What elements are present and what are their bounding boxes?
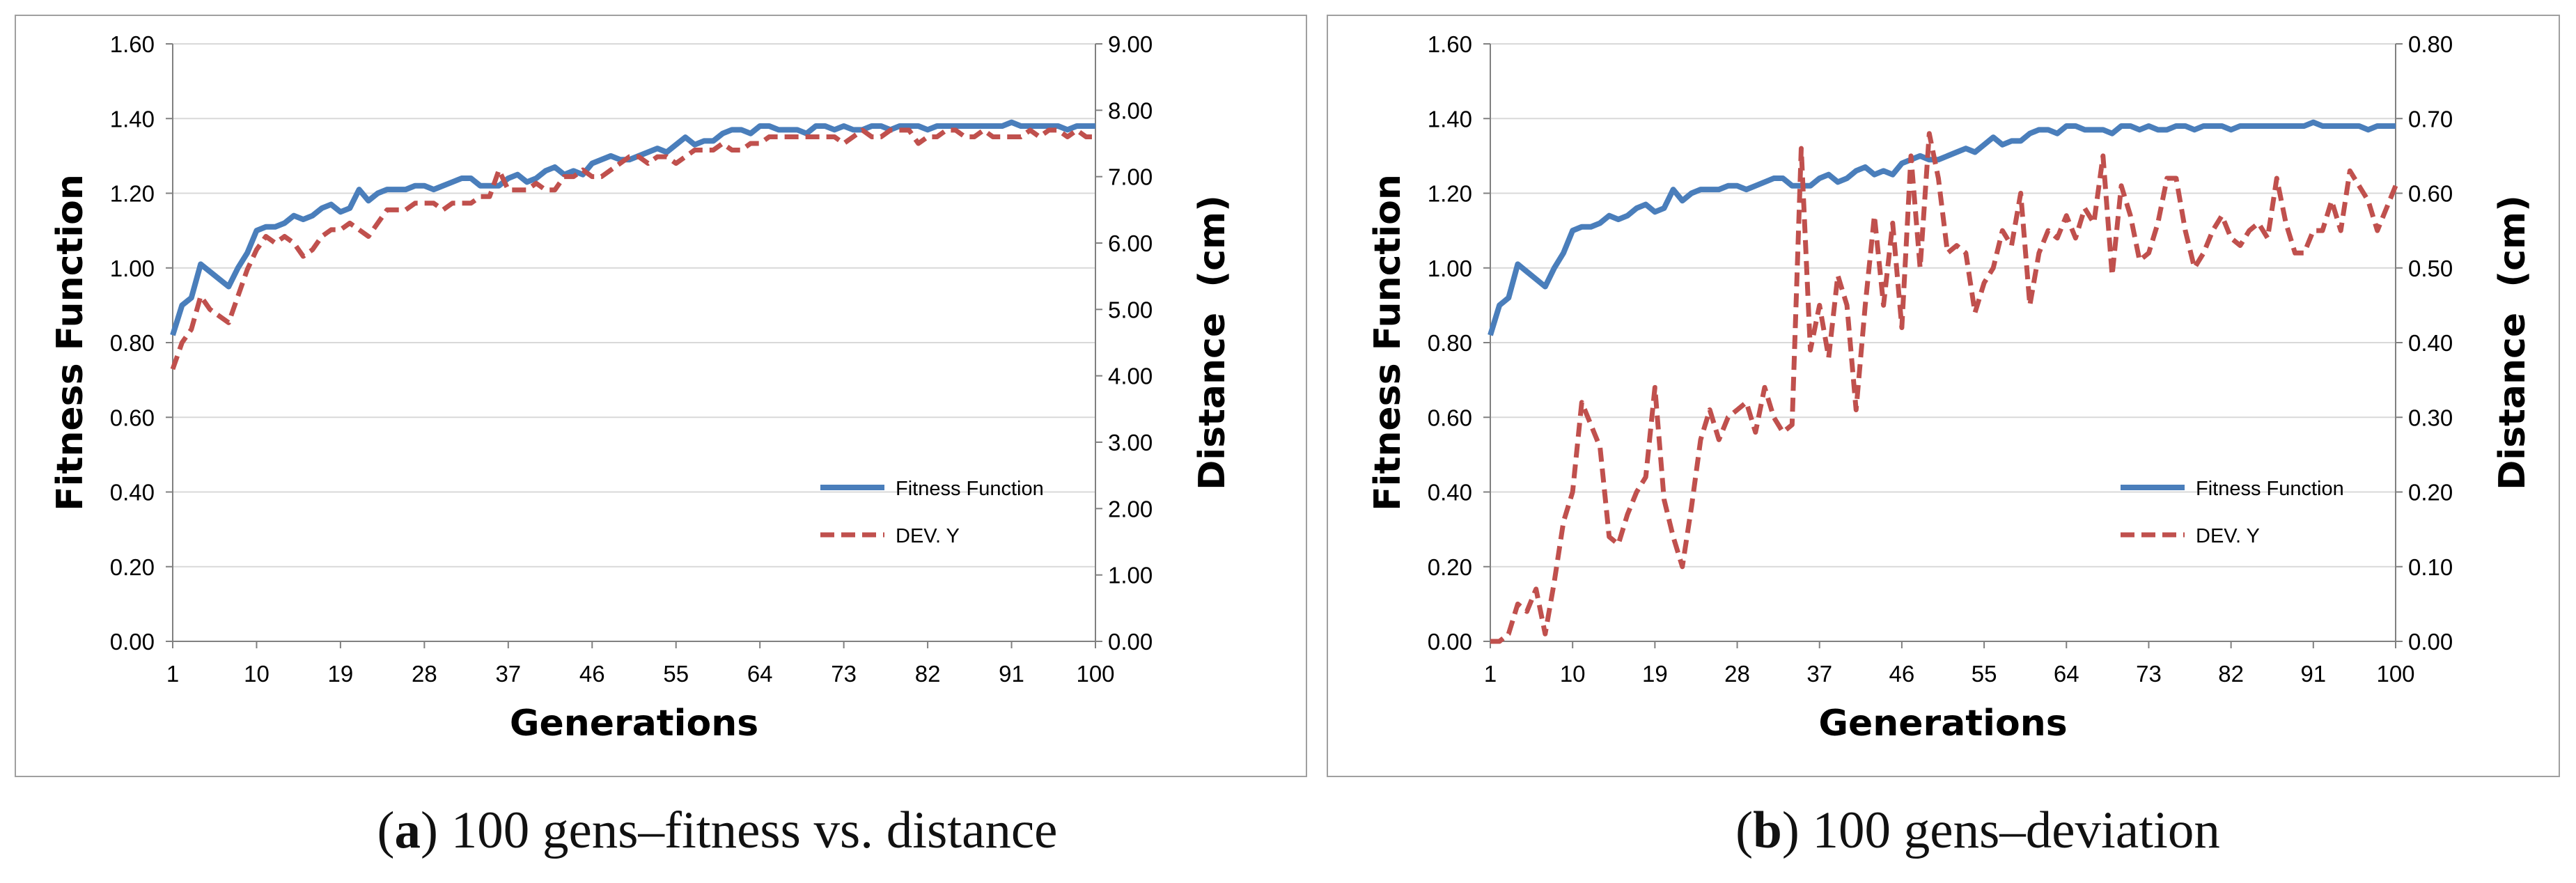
y-axis-label: Fitness Function	[49, 174, 91, 511]
x-tick-label: 37	[495, 661, 521, 687]
y-tick-label: 0.00	[110, 629, 155, 655]
x-tick-label: 82	[2218, 661, 2244, 687]
x-tick-label: 37	[1806, 661, 1832, 687]
x-tick-label: 46	[1889, 661, 1915, 687]
y2-tick-label: 1.00	[1108, 563, 1153, 588]
y-tick-label: 0.20	[1428, 554, 1472, 580]
y2-tick-label: 0.40	[2408, 330, 2453, 356]
y2-tick-label: 3.00	[1108, 430, 1153, 455]
y-tick-label: 0.00	[1428, 629, 1472, 655]
y2-tick-label: 2.00	[1108, 496, 1153, 522]
y-tick-label: 1.60	[110, 31, 155, 57]
y2-tick-label: 9.00	[1108, 31, 1153, 57]
y2-tick-label: 8.00	[1108, 97, 1153, 123]
x-tick-label: 55	[663, 661, 689, 687]
x-tick-label: 82	[915, 661, 941, 687]
x-tick-label: 100	[2376, 661, 2414, 687]
x-tick-label: 46	[579, 661, 605, 687]
caption-b-text: 100 gens–deviation	[1799, 802, 2220, 859]
y2-axis-label: Distance (cm)	[1192, 195, 1233, 490]
caption-a: (a) 100 gens–fitness vs. distance	[377, 802, 1058, 859]
y2-tick-label: 0.00	[2408, 629, 2453, 655]
x-tick-label: 73	[2136, 661, 2162, 687]
chart-a: 0.00 0.20 0.40 0.60 0.80 1.00 1.20 1.40 1.60 0.00…	[15, 15, 1307, 777]
y2-tick-label: 0.70	[2408, 106, 2453, 132]
y2-tick-label: 6.00	[1108, 230, 1153, 256]
series-line-dev-y	[170, 127, 1095, 370]
caption-a-letter: a	[394, 802, 421, 859]
y-tick-label: 1.40	[1428, 106, 1472, 132]
x-tick-label: 64	[747, 661, 773, 687]
y-tick-label: 1.20	[110, 181, 155, 207]
y-tick-label: 1.60	[1428, 31, 1472, 57]
x-tick-label: 64	[2054, 661, 2079, 687]
caption-a-text: 100 gens–fitness vs. distance	[438, 802, 1058, 859]
caption-b-letter: b	[1753, 802, 1782, 859]
x-tick-label: 55	[1972, 661, 1997, 687]
legend-label: Fitness Function	[896, 478, 1044, 500]
y-tick-label: 1.00	[110, 256, 155, 281]
y2-tick-label: 0.50	[2408, 256, 2453, 281]
x-tick-label: 19	[1642, 661, 1668, 687]
y-tick-label: 1.00	[1428, 256, 1472, 281]
y2-tick-label: 0.00	[1108, 629, 1153, 655]
x-tick-label: 19	[328, 661, 354, 687]
caption-b: (b) 100 gens–deviation	[1735, 802, 2220, 859]
x-tick-label: 1	[166, 661, 179, 687]
x-tick-label: 73	[831, 661, 857, 687]
y-axis-label: Fitness Function	[1367, 174, 1409, 511]
y-tick-label: 0.20	[110, 554, 155, 580]
y-tick-label: 0.60	[1428, 405, 1472, 430]
y-tick-label: 0.40	[110, 480, 155, 506]
y-tick-label: 1.20	[1428, 181, 1472, 207]
y2-tick-label: 4.00	[1108, 364, 1153, 389]
y-tick-label: 0.80	[1428, 330, 1472, 356]
series-line-fitness-function	[1488, 119, 2396, 336]
y-tick-label: 0.40	[1428, 480, 1472, 506]
series-line-dev-y	[1490, 131, 2398, 644]
y2-tick-label: 0.20	[2408, 480, 2453, 506]
x-tick-label: 10	[1560, 661, 1586, 687]
chart-frame	[1327, 15, 2560, 777]
x-tick-label: 100	[1076, 661, 1114, 687]
x-axis-label: Generations	[510, 703, 758, 744]
y2-axis-label: Distance (cm)	[2492, 195, 2534, 490]
y2-tick-label: 5.00	[1108, 297, 1153, 322]
legend-label: Fitness Function	[2196, 478, 2344, 500]
series-line-fitness-function	[170, 119, 1095, 336]
chart-frame	[15, 15, 1307, 777]
x-tick-label: 91	[999, 661, 1024, 687]
y2-tick-label: 0.30	[2408, 405, 2453, 430]
y2-tick-label: 0.80	[2408, 31, 2453, 57]
x-tick-label: 1	[1484, 661, 1497, 687]
y-tick-label: 0.60	[110, 405, 155, 430]
y2-tick-label: 0.60	[2408, 181, 2453, 207]
x-tick-label: 28	[1724, 661, 1750, 687]
x-tick-label: 28	[412, 661, 437, 687]
x-tick-label: 91	[2300, 661, 2326, 687]
legend-label: DEV. Y	[896, 525, 960, 547]
y2-tick-label: 7.00	[1108, 164, 1153, 190]
legend-label: DEV. Y	[2196, 525, 2260, 547]
chart-b: 0.00 0.20 0.40 0.60 0.80 1.00 1.20 1.40 1.60 0.00…	[1327, 15, 2560, 777]
x-axis-label: Generations	[1818, 703, 2067, 744]
x-tick-label: 10	[244, 661, 270, 687]
y2-tick-label: 0.10	[2408, 554, 2453, 580]
y-tick-label: 0.80	[110, 330, 155, 356]
y-tick-label: 1.40	[110, 106, 155, 132]
